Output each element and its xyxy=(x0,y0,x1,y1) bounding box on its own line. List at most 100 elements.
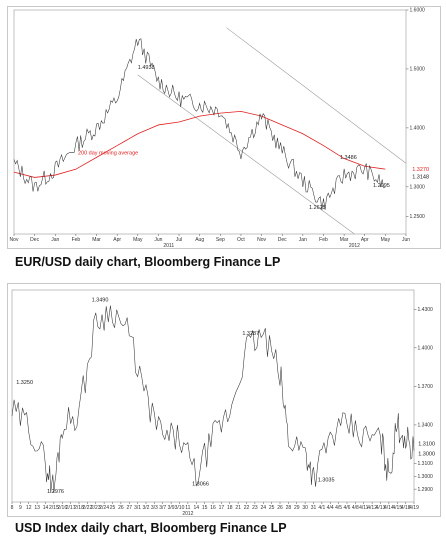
x-tick-label: 4/11 xyxy=(359,505,369,511)
x-tick-label: 17 xyxy=(219,505,225,511)
y-tick-label: 1.4000 xyxy=(410,125,426,131)
y-tick-label: 1.2500 xyxy=(410,214,426,220)
series-1-point xyxy=(288,437,289,438)
x-tick-label: Jan xyxy=(299,237,307,243)
annotation-label: 1.3148 xyxy=(412,175,429,181)
x-tick-label: 25 xyxy=(110,505,116,511)
usd-index-chart-panel: 1.4300 1.4000 1.3700 1.3400 1.3100 1.3000 1.29… xyxy=(7,283,441,517)
x-tick-label: Feb xyxy=(319,237,328,243)
annotation-label: 1.3270 xyxy=(412,167,429,173)
series-2-point xyxy=(75,145,76,146)
annotation-label: 200 day moving average xyxy=(78,150,138,156)
x-tick-label: 31 xyxy=(311,505,317,511)
x-tick-label: 4/1 xyxy=(318,505,325,511)
x-tick-label: 15 xyxy=(202,505,208,511)
x-tick-label: 2/16 xyxy=(57,505,67,511)
x-tick-label: Jun xyxy=(402,237,410,243)
series-2-point xyxy=(137,39,138,40)
x-tick-label: 3/1 xyxy=(134,505,141,511)
annotation-label: 1.3100 xyxy=(418,441,435,447)
annotation-label: 1.3000 xyxy=(418,452,435,458)
x-tick-label: 16 xyxy=(210,505,216,511)
series-1-point xyxy=(78,411,79,412)
series-2-point xyxy=(364,168,365,169)
series-1-point xyxy=(413,450,414,451)
series-1-point xyxy=(397,424,398,425)
series-2-point xyxy=(261,115,262,116)
series-2-point xyxy=(96,127,97,128)
annotation-label: 1.3066 xyxy=(192,481,209,487)
x-tick-label: 4/8 xyxy=(352,505,359,511)
x-tick-label: Apr xyxy=(113,237,121,243)
series-1-point xyxy=(199,115,200,116)
x-tick-label: 14 xyxy=(193,505,199,511)
series-2-point xyxy=(220,110,221,111)
x-tick-label: 26 xyxy=(277,505,283,511)
series-2-point xyxy=(240,151,241,152)
series-1-point xyxy=(112,309,113,310)
annotation-label: 1.2995 xyxy=(373,183,390,189)
x-tick-label: Aug xyxy=(195,237,204,243)
x-tick-label: 4/5 xyxy=(335,505,342,511)
x-tick-label: Nov xyxy=(10,237,19,243)
series-1-point xyxy=(179,437,180,438)
x-tick-label: 3/2 xyxy=(143,505,150,511)
x-tick-label: Jun xyxy=(154,237,162,243)
y-tick-label: 1.3100 xyxy=(418,461,434,467)
y-tick-label: 1.2900 xyxy=(418,487,434,493)
y-tick-label: 1.3000 xyxy=(410,184,426,190)
series-1-point xyxy=(279,373,280,374)
x-tick-label: 24 xyxy=(260,505,266,511)
y-tick-label: 1.4300 xyxy=(418,307,434,313)
series-1-point xyxy=(282,124,283,125)
series-1-point xyxy=(380,437,381,438)
x-tick-label: 4/12 xyxy=(367,505,377,511)
x-tick-label: 29 xyxy=(294,505,300,511)
series-2-point xyxy=(282,151,283,152)
series-1-point xyxy=(45,463,46,464)
series-1-point xyxy=(220,112,221,113)
series-1-point xyxy=(229,411,230,412)
x-tick-label: 4/13 xyxy=(376,505,386,511)
x-tick-label: Dec xyxy=(278,237,287,243)
x-tick-label: 4/18 xyxy=(401,505,411,511)
series-1-point xyxy=(302,133,303,134)
x-tick-label: 2/22 xyxy=(83,505,93,511)
x-tick-label: 2/18 xyxy=(74,505,84,511)
series-2-point xyxy=(34,186,35,187)
x-tick-label: 4/14 xyxy=(384,505,394,511)
series-2-point xyxy=(343,174,344,175)
x-tick-label: 25 xyxy=(269,505,275,511)
x-tick-label: Dec xyxy=(30,237,39,243)
x-tick-label: 28 xyxy=(286,505,292,511)
usd-index-caption: USD Index daily chart, Bloomberg Finance… xyxy=(15,521,287,535)
year-label: 2012 xyxy=(349,243,360,249)
x-tick-label: 27 xyxy=(126,505,132,511)
eurusd-chart: 1.6000 1.5000 1.4000 1.3000 1.2500 Nov Dec Jan F… xyxy=(10,8,429,249)
x-tick-label: Nov xyxy=(257,237,266,243)
trend-channel-line xyxy=(137,74,355,235)
annotation-label: 1.3250 xyxy=(16,380,33,386)
x-tick-label: 26 xyxy=(118,505,124,511)
x-tick-label: 14 xyxy=(43,505,49,511)
series-2-point xyxy=(116,98,117,99)
series-1-point xyxy=(28,424,29,425)
annotation-label: 1.3490 xyxy=(92,298,109,304)
plot-area xyxy=(11,289,415,503)
series-1-point xyxy=(330,437,331,438)
x-tick-label: 4/15 xyxy=(392,505,402,511)
series-1-point xyxy=(385,168,386,169)
series-2-point xyxy=(199,104,200,105)
series-1-point xyxy=(212,437,213,438)
y-tick-label: 1.3700 xyxy=(418,384,434,390)
x-tick-label: 11 xyxy=(185,505,190,511)
series-1-point xyxy=(129,334,130,335)
x-tick-label: 3/3 xyxy=(151,505,158,511)
x-tick-label: Mar xyxy=(340,237,349,243)
series-1-point xyxy=(55,174,56,175)
x-tick-label: 8 xyxy=(11,505,14,511)
series-1-point xyxy=(246,347,247,348)
x-tick-label: 21 xyxy=(235,505,241,511)
series-1-point xyxy=(11,411,12,412)
x-tick-label: 18 xyxy=(227,505,233,511)
